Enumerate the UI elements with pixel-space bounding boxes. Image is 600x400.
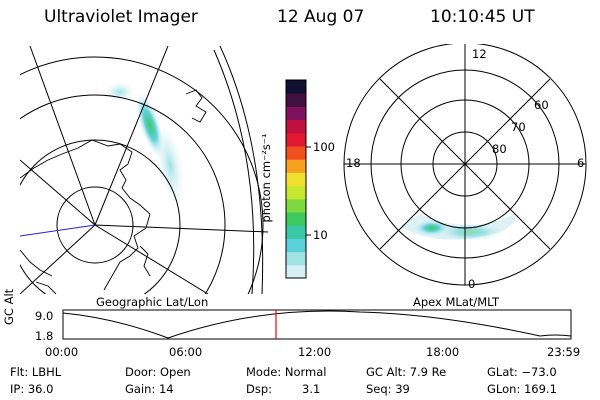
mlt-label-6: 6 xyxy=(577,156,585,170)
aurora-oval-arc xyxy=(436,223,504,241)
date-label: 12 Aug 07 xyxy=(277,7,365,27)
colorbar-cell xyxy=(286,146,306,160)
colorbar-cell xyxy=(286,251,306,266)
magnetic-polar-plot xyxy=(343,44,587,286)
aurora-faint-emission xyxy=(106,82,134,102)
filter-info: Flt: LBHL xyxy=(10,365,62,379)
glon-info: GLon: 169.1 xyxy=(487,382,557,396)
time-label: 10:10:45 UT xyxy=(430,7,535,27)
altitude-curve xyxy=(62,310,572,339)
colorbar-unit-label: photon cm⁻²s⁻¹ xyxy=(262,134,273,223)
mlat-label-70: 70 xyxy=(511,120,526,134)
alt-xtick-12: 12:00 xyxy=(298,345,332,359)
coastline xyxy=(20,249,53,277)
ip-info: IP: 36.0 xyxy=(10,382,54,396)
alt-xtick-18: 18:00 xyxy=(426,345,460,359)
colorbar-cell xyxy=(286,93,306,107)
colorbar-tick-label-10: 10 xyxy=(313,228,328,242)
latitude-circle xyxy=(20,139,181,294)
date-line xyxy=(20,224,96,237)
meridian-line xyxy=(29,46,96,226)
alt-ytick-9: 9.0 xyxy=(35,309,54,323)
colorbar-frame xyxy=(285,79,307,279)
door-info: Door: Open xyxy=(125,365,191,379)
meridian-line xyxy=(20,159,96,226)
coastline xyxy=(185,89,207,123)
colorbar-cell xyxy=(286,225,306,239)
instrument-title: Ultraviolet Imager xyxy=(44,7,198,27)
right-map-label: Apex MLat/MLT xyxy=(413,295,500,309)
dsp-value: 3.1 xyxy=(302,382,321,396)
colorbar-cell xyxy=(286,80,306,94)
mlt-diagonal xyxy=(379,78,551,250)
latitude-circle xyxy=(20,56,264,294)
altitude-plot xyxy=(62,309,572,340)
mlt-label-0: 0 xyxy=(468,277,476,291)
meridian-line xyxy=(94,224,268,233)
mlat-label-80: 80 xyxy=(492,142,507,156)
colorbar-cell xyxy=(286,159,306,173)
colorbar-cell xyxy=(286,264,306,279)
meridian-line xyxy=(94,46,169,226)
earth-limb xyxy=(213,49,255,294)
colorbar-cell xyxy=(286,238,306,253)
gain-info: Gain: 14 xyxy=(125,382,174,396)
aurora-faint-emission xyxy=(156,125,184,205)
seq-info: Seq: 39 xyxy=(366,382,410,396)
colorbar-cells xyxy=(286,80,306,279)
mode-info: Mode: Normal xyxy=(246,365,327,379)
coastline xyxy=(139,245,151,277)
colorbar-cell xyxy=(286,132,306,147)
alt-ytick-1-8: 1.8 xyxy=(35,329,54,343)
mlat-label-60: 60 xyxy=(534,98,549,112)
colorbar: photon cm⁻²s⁻¹ xyxy=(262,79,311,279)
latitude-circle xyxy=(56,186,134,264)
coastline xyxy=(35,281,57,294)
alt-plot-frame xyxy=(62,309,572,340)
meridian-line xyxy=(94,224,209,294)
latitude-circle xyxy=(20,94,226,294)
coastline xyxy=(20,147,79,179)
alt-xtick-2359: 23:59 xyxy=(547,345,581,359)
alt-xtick-00: 00:00 xyxy=(45,345,79,359)
colorbar-cell xyxy=(286,185,306,200)
colorbar-cell xyxy=(286,172,306,187)
alt-xtick-06: 06:00 xyxy=(169,345,203,359)
colorbar-tick-label-100: 100 xyxy=(313,140,335,154)
gc-alt-info: GC Alt: 7.9 Re xyxy=(366,365,447,379)
geographic-map xyxy=(20,46,268,294)
mlt-label-18: 18 xyxy=(346,156,361,170)
colorbar-cell xyxy=(286,198,306,213)
dsp-label: Dsp: xyxy=(246,382,273,396)
earth-limb xyxy=(219,46,264,294)
glat-info: GLat: −73.0 xyxy=(487,365,557,379)
mlt-label-12: 12 xyxy=(472,47,487,61)
colorbar-cell xyxy=(286,106,306,121)
alt-plot-ylabel: GC Alt xyxy=(2,288,16,325)
colorbar-cell xyxy=(286,119,306,134)
left-map-label: Geographic Lat/Lon xyxy=(96,295,209,309)
coastline xyxy=(77,139,151,291)
meridian-line xyxy=(20,224,96,294)
colorbar-cell xyxy=(286,212,306,226)
